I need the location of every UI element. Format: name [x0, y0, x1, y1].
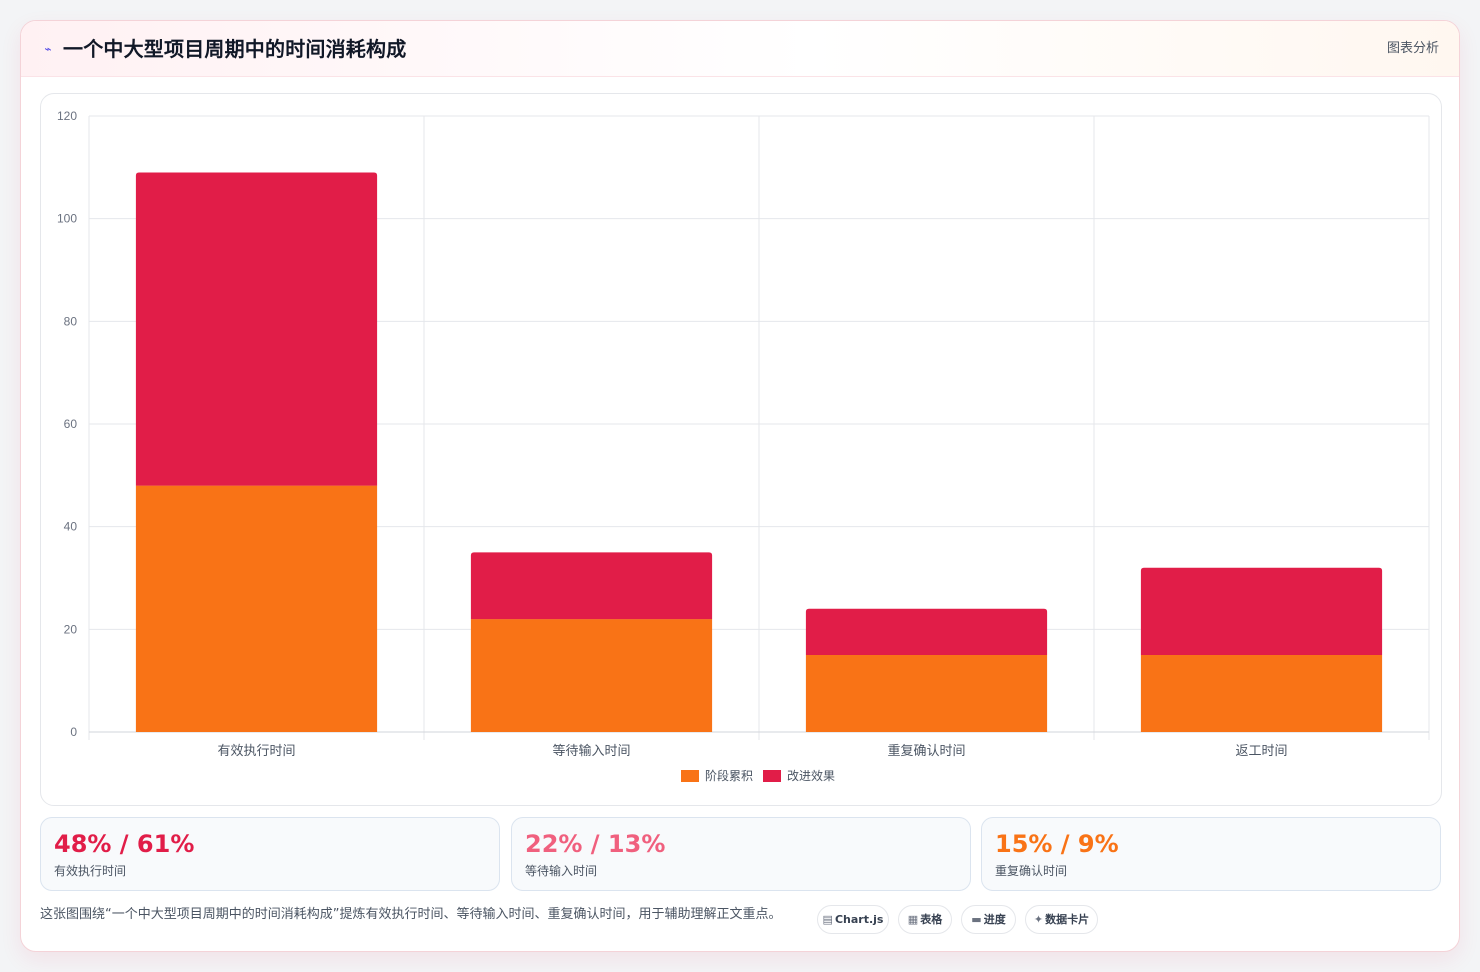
bar-segment [1140, 567, 1383, 655]
chip-label: 表格 [920, 913, 943, 926]
header-tag: 图表分析 [1386, 41, 1439, 56]
page-title: 一个中大型项目周期中的时间消耗构成 [63, 37, 407, 61]
y-tick-label: 0 [70, 725, 77, 739]
bar-segment [470, 619, 713, 732]
chart-container: 0 20 40 60 80 100 120 有效执行时间 等待输入时间 重复确认时间 返工时间阶段累… [40, 93, 1442, 806]
chip-label: 数据卡片 [1045, 913, 1090, 926]
chart-icon: ▤ [822, 913, 833, 926]
sparkle-icon: ⌁ [44, 42, 52, 56]
y-tick-label: 120 [57, 109, 77, 123]
legend-label: 阶段累积 [705, 768, 753, 783]
stat-label: 重复确认时间 [995, 864, 1068, 878]
stat-card: 22% / 13% 等待输入时间 [511, 817, 971, 891]
sparkle-icon: ✦ [1033, 913, 1044, 926]
legend-label: 改进效果 [787, 768, 835, 783]
legend-swatch [681, 770, 699, 782]
chip-table[interactable]: ▦ 表格 [898, 905, 952, 934]
legend-swatch [763, 770, 781, 782]
chip-label: Chart.js [834, 913, 884, 926]
x-tick-label: 重复确认时间 [887, 743, 965, 758]
stat-label: 有效执行时间 [54, 864, 127, 878]
stat-value: 22% / 13% [525, 830, 666, 858]
bar-segment [135, 485, 378, 732]
chip-datacard[interactable]: ✦ 数据卡片 [1025, 905, 1098, 934]
bar-segment [805, 655, 1048, 732]
y-tick-label: 40 [64, 520, 78, 534]
x-tick-label: 有效执行时间 [217, 743, 295, 758]
y-tick-label: 20 [64, 622, 78, 636]
stat-label: 等待输入时间 [525, 864, 598, 878]
x-tick-label: 等待输入时间 [552, 743, 630, 758]
stat-card: 15% / 9% 重复确认时间 [981, 817, 1441, 891]
y-tick-label: 80 [64, 314, 78, 328]
chip-label: 进度 [983, 913, 1006, 926]
stat-value: 48% / 61% [54, 830, 195, 858]
bar-segment [805, 608, 1048, 655]
chip-progress[interactable]: ▬ 进度 [961, 905, 1016, 934]
y-tick-label: 60 [64, 417, 78, 431]
stat-card: 48% / 61% 有效执行时间 [40, 817, 500, 891]
progress-icon: ▬ [971, 913, 982, 926]
bar-segment [1140, 655, 1383, 732]
x-tick-label: 返工时间 [1235, 743, 1287, 758]
chart-card: ⌁ 一个中大型项目周期中的时间消耗构成 图表分析 0 20 40 60 80 100 120… [20, 20, 1460, 952]
y-tick-label: 100 [57, 212, 77, 226]
card-header: ⌁ 一个中大型项目周期中的时间消耗构成 图表分析 [21, 21, 1459, 77]
chip-chartjs[interactable]: ▤ Chart.js [817, 905, 889, 934]
table-icon: ▦ [907, 913, 919, 926]
bar-segment [470, 552, 713, 620]
chart-caption: 这张图围绕“一个中大型项目周期中的时间消耗构成”提炼有效执行时间、等待输入时间、… [40, 907, 782, 922]
stat-value: 15% / 9% [995, 830, 1119, 858]
bar-segment [135, 172, 378, 486]
stacked-bar-chart: 0 20 40 60 80 100 120 有效执行时间 等待输入时间 重复确认时间 返工时间阶段累… [57, 109, 1430, 783]
